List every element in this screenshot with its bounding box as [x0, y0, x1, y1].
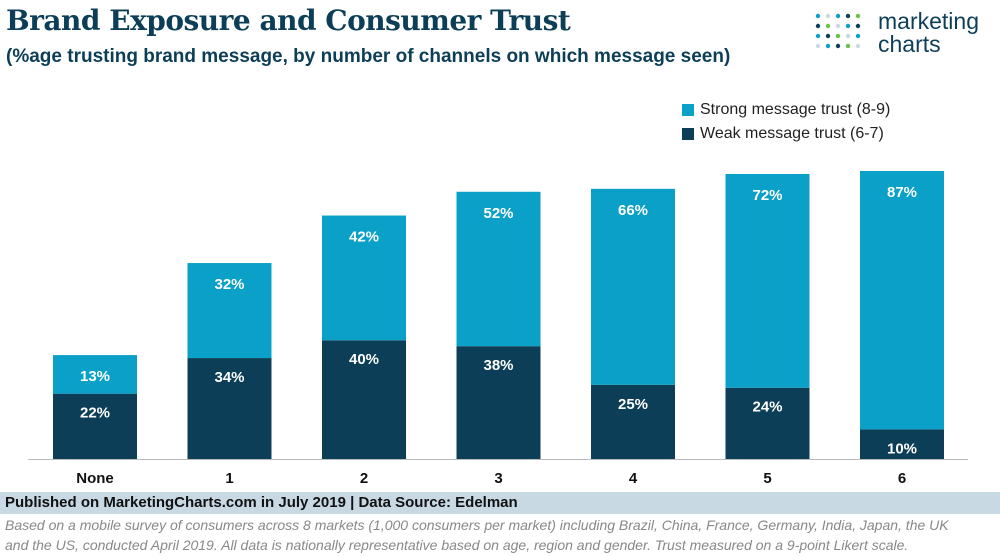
bar-weak-2 [322, 340, 406, 459]
bar-weak-0 [53, 393, 137, 459]
x-tick-label-6: 6 [898, 470, 906, 487]
label-strong-5: 72% [752, 187, 782, 204]
label-weak-4: 25% [618, 396, 648, 413]
bar-weak-1 [187, 358, 272, 459]
label-strong-0: 13% [80, 368, 110, 385]
footer-published: Published on MarketingCharts.com in July… [5, 494, 518, 511]
marketingcharts-logo: marketing charts [812, 10, 992, 64]
x-tick-label-0: None [76, 470, 114, 487]
legend-swatch-weak [682, 128, 694, 140]
legend-item-strong: Strong message trust (8-9) [682, 100, 890, 120]
legend-label-strong: Strong message trust (8-9) [700, 101, 891, 118]
footer-bar: Published on MarketingCharts.com in July… [0, 492, 1000, 514]
bar-strong-1 [187, 263, 272, 359]
bar-strong-4 [591, 188, 675, 385]
chart-title: Brand Exposure and Consumer Trust [6, 4, 571, 37]
label-strong-1: 32% [214, 276, 244, 293]
label-weak-1: 34% [214, 369, 244, 386]
legend-label-weak: Weak message trust (6-7) [700, 125, 884, 142]
bar-weak-4 [591, 384, 675, 459]
footer-note: Based on a mobile survey of consumers ac… [5, 515, 995, 555]
bar-weak-6 [860, 429, 944, 459]
label-weak-0: 22% [80, 405, 110, 422]
label-weak-5: 24% [752, 399, 782, 416]
logo-line2: charts [878, 31, 941, 57]
legend-swatch-strong [682, 104, 694, 116]
footer-note-line1: Based on a mobile survey of consumers ac… [5, 517, 949, 533]
bar-strong-6 [860, 171, 944, 430]
bar-strong-0 [53, 355, 137, 394]
bar-strong-2 [322, 215, 406, 341]
label-strong-4: 66% [618, 202, 648, 219]
label-strong-6: 87% [887, 184, 917, 201]
dot-grid-icon [815, 13, 861, 49]
footer-note-line2: and the US, conducted April 2019. All da… [5, 537, 909, 553]
label-weak-6: 10% [887, 440, 917, 457]
logo-line1: marketing [878, 8, 979, 34]
label-strong-2: 42% [349, 229, 379, 246]
label-strong-3: 52% [483, 205, 513, 222]
legend-item-weak: Weak message trust (6-7) [682, 124, 884, 144]
x-tick-label-3: 3 [494, 470, 502, 487]
bar-strong-5 [725, 173, 810, 388]
x-tick-label-4: 4 [629, 470, 638, 487]
bar-weak-3 [456, 346, 541, 459]
label-weak-2: 40% [349, 351, 379, 368]
chart-subtitle: (%age trusting brand message, by number … [6, 46, 731, 67]
stacked-bar-chart: 22% 13% None 34% 32% 1 40% 42% 2 38% 52% 3 25% 66% 4 24… [28, 171, 968, 487]
bar-weak-5 [725, 387, 810, 459]
bar-strong-3 [456, 191, 541, 347]
label-weak-3: 38% [483, 357, 513, 374]
x-tick-label-1: 1 [225, 470, 233, 487]
x-tick-label-2: 2 [360, 470, 368, 487]
x-tick-label-5: 5 [763, 470, 771, 487]
